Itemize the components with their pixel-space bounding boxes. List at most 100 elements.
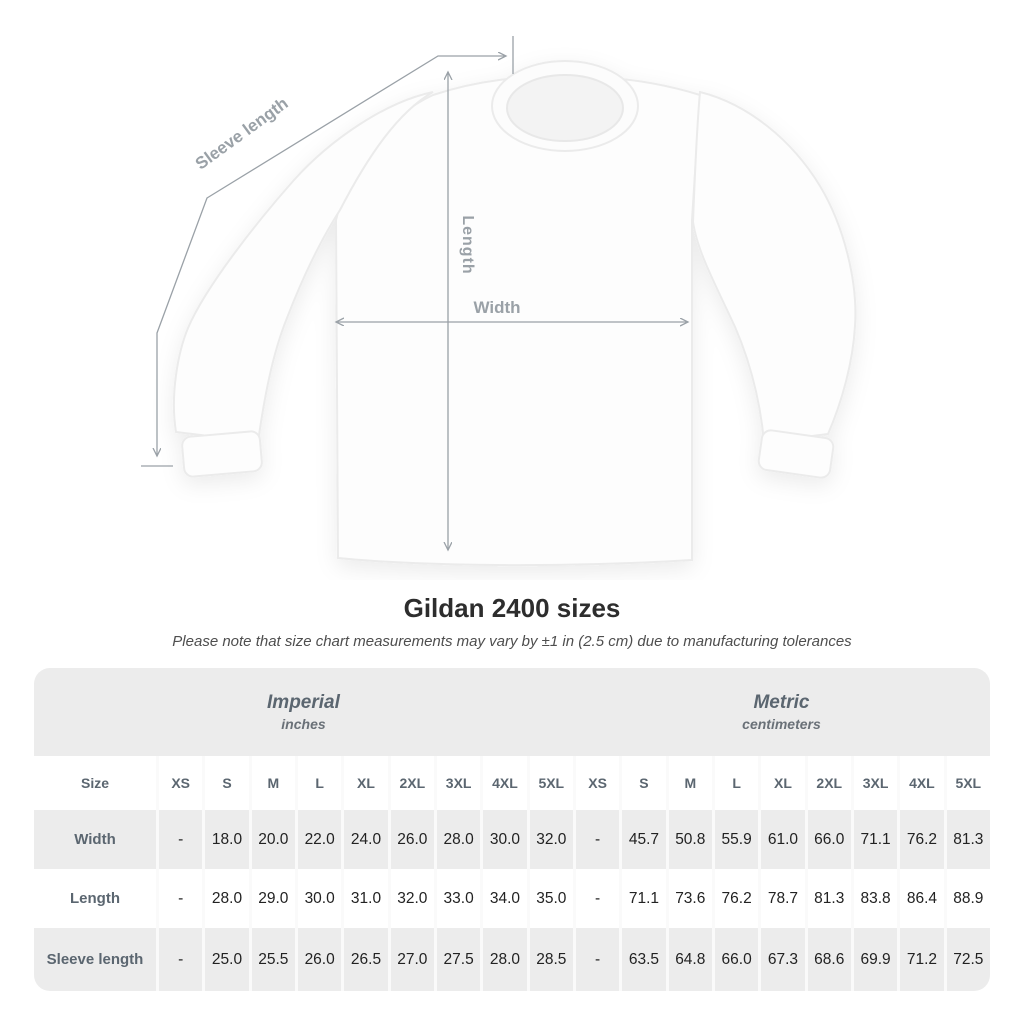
value-cell: 81.3 — [804, 869, 851, 928]
value-cell: 86.4 — [897, 869, 944, 928]
value-cell: 18.0 — [202, 810, 249, 869]
value-cell: 32.0 — [526, 810, 573, 869]
value-cell: 33.0 — [433, 869, 481, 928]
value-cell: 67.3 — [758, 928, 805, 991]
value-cell: 31.0 — [341, 869, 388, 928]
col-header-imperial-2xl: 2XL — [387, 756, 434, 810]
value-cell: 68.6 — [804, 928, 851, 991]
value-cell: 81.3 — [943, 810, 990, 869]
imperial-label: Imperial — [267, 692, 340, 714]
metric-unit-label: centimeters — [742, 715, 821, 732]
value-cell: 50.8 — [665, 810, 712, 869]
value-cell: 61.0 — [758, 810, 805, 869]
value-cell: 73.6 — [665, 869, 712, 928]
col-header-metric-4xl: 4XL — [897, 756, 944, 810]
value-cell: 34.0 — [480, 869, 527, 928]
value-cell: 29.0 — [248, 869, 295, 928]
measurement-lines — [141, 36, 688, 550]
row-label: Sleeve length — [34, 928, 156, 991]
shirt-left-cuff — [181, 430, 263, 478]
imperial-group-header: Imperial inches — [34, 668, 573, 756]
value-cell: 71.2 — [897, 928, 944, 991]
value-cell: 83.8 — [850, 869, 898, 928]
value-cell: 71.1 — [619, 869, 666, 928]
value-cell: - — [156, 869, 203, 928]
value-cell: 30.0 — [480, 810, 527, 869]
col-header-imperial-3xl: 3XL — [433, 756, 481, 810]
value-cell: 69.9 — [850, 928, 898, 991]
col-header-metric-l: L — [711, 756, 759, 810]
col-header-imperial-s: S — [202, 756, 249, 810]
size-column-header: Size — [34, 756, 156, 810]
value-cell: 45.7 — [619, 810, 666, 869]
col-header-imperial-5xl: 5XL — [526, 756, 573, 810]
value-cell: 35.0 — [526, 869, 573, 928]
value-cell: 25.0 — [202, 928, 249, 991]
unit-group-row: Imperial inches Metric centimeters — [34, 668, 990, 756]
col-header-metric-xl: XL — [758, 756, 805, 810]
value-cell: 71.1 — [850, 810, 898, 869]
value-cell: 28.5 — [526, 928, 573, 991]
col-header-metric-m: M — [665, 756, 712, 810]
value-cell: 88.9 — [943, 869, 990, 928]
shirt-right-cuff — [757, 429, 835, 479]
sleeve-length-line — [157, 56, 506, 456]
tolerance-note: Please note that size chart measurements… — [172, 633, 852, 650]
col-header-metric-s: S — [619, 756, 666, 810]
col-header-metric-3xl: 3XL — [850, 756, 898, 810]
table-row: Sleeve length -25.0 25.5 26.0 26.5 27.0 27.5 28… — [34, 928, 990, 991]
row-label: Width — [34, 810, 156, 869]
size-header-row: Size XS S M L XL 2XL 3XL 4XL 5XL XS S M L XL 2XL 3XL 4XL… — [34, 756, 990, 810]
value-cell: 27.0 — [387, 928, 434, 991]
imperial-unit-label: inches — [281, 715, 326, 732]
size-table-grid: Imperial inches Metric centimeters Size … — [34, 668, 990, 991]
value-cell: 55.9 — [711, 810, 759, 869]
size-table-body: Width -18.0 20.0 22.0 24.0 26.0 28.0 30.0 32.0-4… — [34, 810, 990, 991]
metric-group-header: Metric centimeters — [572, 668, 990, 756]
value-cell: - — [572, 869, 620, 928]
value-cell: 26.0 — [387, 810, 434, 869]
value-cell: 24.0 — [341, 810, 388, 869]
value-cell: 28.0 — [433, 810, 481, 869]
table-row: Length -28.0 29.0 30.0 31.0 32.0 33.0 34.0 35.0-… — [34, 869, 990, 928]
shirt-collar-opening — [506, 74, 624, 142]
col-header-imperial-4xl: 4XL — [480, 756, 527, 810]
size-table: Imperial inches Metric centimeters Size … — [34, 668, 990, 991]
value-cell: - — [156, 810, 203, 869]
value-cell: 26.0 — [294, 928, 342, 991]
value-cell: - — [572, 810, 620, 869]
metric-label: Metric — [753, 692, 810, 714]
value-cell: 66.0 — [804, 810, 851, 869]
col-header-imperial-l: L — [294, 756, 342, 810]
value-cell: 28.0 — [480, 928, 527, 991]
value-cell: 72.5 — [943, 928, 990, 991]
col-header-imperial-xs: XS — [156, 756, 203, 810]
value-cell: 22.0 — [294, 810, 342, 869]
value-cell: - — [156, 928, 203, 991]
value-cell: 76.2 — [711, 869, 759, 928]
value-cell: 30.0 — [294, 869, 342, 928]
value-cell: 26.5 — [341, 928, 388, 991]
value-cell: 32.0 — [387, 869, 434, 928]
col-header-metric-5xl: 5XL — [943, 756, 990, 810]
width-label: Width — [473, 298, 520, 317]
value-cell: - — [572, 928, 620, 991]
value-cell: 78.7 — [758, 869, 805, 928]
value-cell: 66.0 — [711, 928, 759, 991]
row-label: Length — [34, 869, 156, 928]
shirt-body — [334, 74, 702, 567]
value-cell: 25.5 — [248, 928, 295, 991]
value-cell: 28.0 — [202, 869, 249, 928]
length-label: Length — [459, 215, 476, 274]
col-header-metric-2xl: 2XL — [804, 756, 851, 810]
col-header-imperial-m: M — [248, 756, 295, 810]
sleeve-length-label: Sleeve length — [192, 94, 292, 174]
table-row: Width -18.0 20.0 22.0 24.0 26.0 28.0 30.0 32.0-4… — [34, 810, 990, 869]
value-cell: 76.2 — [897, 810, 944, 869]
value-cell: 27.5 — [433, 928, 481, 991]
page-title: Gildan 2400 sizes — [403, 593, 621, 623]
shirt-right-sleeve — [691, 90, 857, 444]
value-cell: 63.5 — [619, 928, 666, 991]
col-header-metric-xs: XS — [572, 756, 620, 810]
